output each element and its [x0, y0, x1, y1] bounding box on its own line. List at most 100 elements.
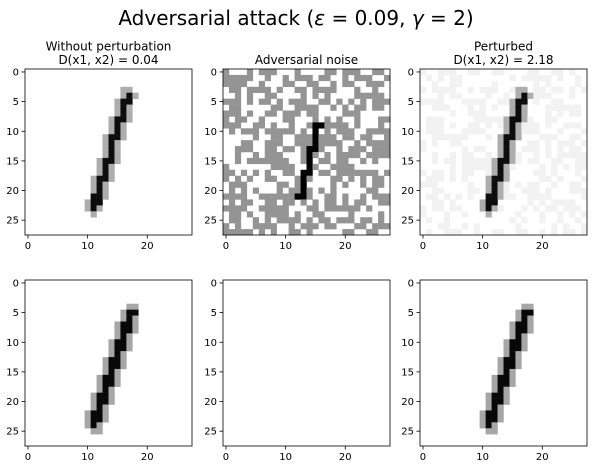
pixel — [294, 175, 301, 182]
pixel — [234, 116, 242, 123]
pixel — [276, 187, 283, 194]
pixel — [102, 175, 109, 182]
pixel — [354, 116, 361, 123]
pixel — [485, 116, 492, 123]
pixel — [108, 386, 115, 393]
pixel — [318, 86, 325, 93]
pixel — [515, 181, 522, 188]
pixel — [503, 386, 510, 393]
pixel — [246, 229, 254, 236]
pixel — [485, 163, 492, 171]
pixel — [425, 116, 433, 123]
pixel — [485, 92, 492, 99]
pixel — [276, 217, 283, 224]
pixel — [324, 205, 331, 212]
pixel — [527, 157, 534, 165]
pixel — [90, 193, 97, 200]
pixel — [485, 157, 492, 165]
pixel — [270, 163, 277, 171]
pixel — [120, 327, 127, 334]
pixel — [342, 205, 349, 212]
pixel — [276, 140, 283, 147]
pixel — [258, 205, 265, 212]
pixel — [503, 134, 510, 141]
pixel — [449, 163, 457, 171]
pixel — [360, 74, 367, 82]
pixel — [467, 104, 474, 111]
y-tick-label: 5 — [13, 97, 19, 108]
pixel — [264, 110, 271, 117]
pixel — [372, 92, 379, 99]
pixel — [563, 205, 570, 212]
pixel — [366, 80, 373, 88]
image-pixels — [420, 69, 588, 236]
pixel — [425, 181, 433, 188]
pixel — [437, 199, 445, 206]
pixel — [270, 92, 277, 99]
y-tick-label: 15 — [204, 367, 217, 378]
pixel — [336, 217, 343, 224]
pixel — [132, 309, 139, 316]
pixel — [479, 98, 486, 105]
pixel — [312, 80, 319, 88]
pixel — [102, 157, 109, 165]
pixel — [467, 163, 474, 171]
pixel — [132, 327, 139, 334]
pixel — [437, 86, 445, 93]
pixel — [270, 110, 277, 117]
pixel — [527, 146, 534, 153]
pixel — [246, 140, 254, 147]
pixel — [497, 98, 504, 105]
x-tick-label: 20 — [141, 452, 154, 463]
pixel — [443, 134, 451, 141]
pixel — [360, 157, 367, 165]
pixel — [569, 146, 576, 153]
pixel — [90, 392, 97, 399]
pixel — [114, 110, 121, 117]
pixel — [264, 205, 271, 212]
pixel — [539, 92, 546, 99]
pixel — [276, 181, 283, 188]
pixel — [485, 199, 492, 206]
pixel — [551, 163, 558, 171]
pixel — [102, 416, 109, 423]
pixel — [288, 146, 295, 153]
pixel — [354, 205, 361, 212]
pixel — [306, 152, 313, 159]
pixel — [563, 122, 570, 129]
pixel — [240, 205, 248, 212]
pixel — [336, 163, 343, 171]
pixel — [228, 193, 236, 200]
y-tick-label: 20 — [401, 397, 414, 408]
pixel — [120, 357, 127, 364]
pixel — [330, 80, 337, 88]
pixel — [336, 116, 343, 123]
pixel — [437, 128, 445, 135]
pixel — [96, 374, 103, 382]
pixel — [282, 211, 289, 218]
pixel — [431, 193, 439, 200]
pixel — [491, 193, 498, 200]
pixel — [348, 134, 355, 141]
pixel — [575, 146, 582, 153]
pixel — [473, 187, 480, 194]
pixel — [324, 92, 331, 99]
pixel — [497, 392, 504, 399]
pixel — [533, 86, 540, 93]
pixel — [581, 157, 588, 165]
pixel — [270, 140, 277, 147]
pixel — [491, 86, 498, 93]
pixel — [282, 199, 289, 206]
pixel — [533, 193, 540, 200]
y-tick-label: 10 — [6, 338, 19, 349]
pixel — [240, 116, 248, 123]
pixel — [288, 169, 295, 176]
pixel — [282, 205, 289, 212]
pixel — [300, 92, 307, 99]
pixel — [234, 157, 242, 165]
pixel — [312, 140, 319, 147]
pixel — [228, 211, 236, 218]
pixel — [461, 134, 468, 141]
pixel — [497, 169, 504, 176]
